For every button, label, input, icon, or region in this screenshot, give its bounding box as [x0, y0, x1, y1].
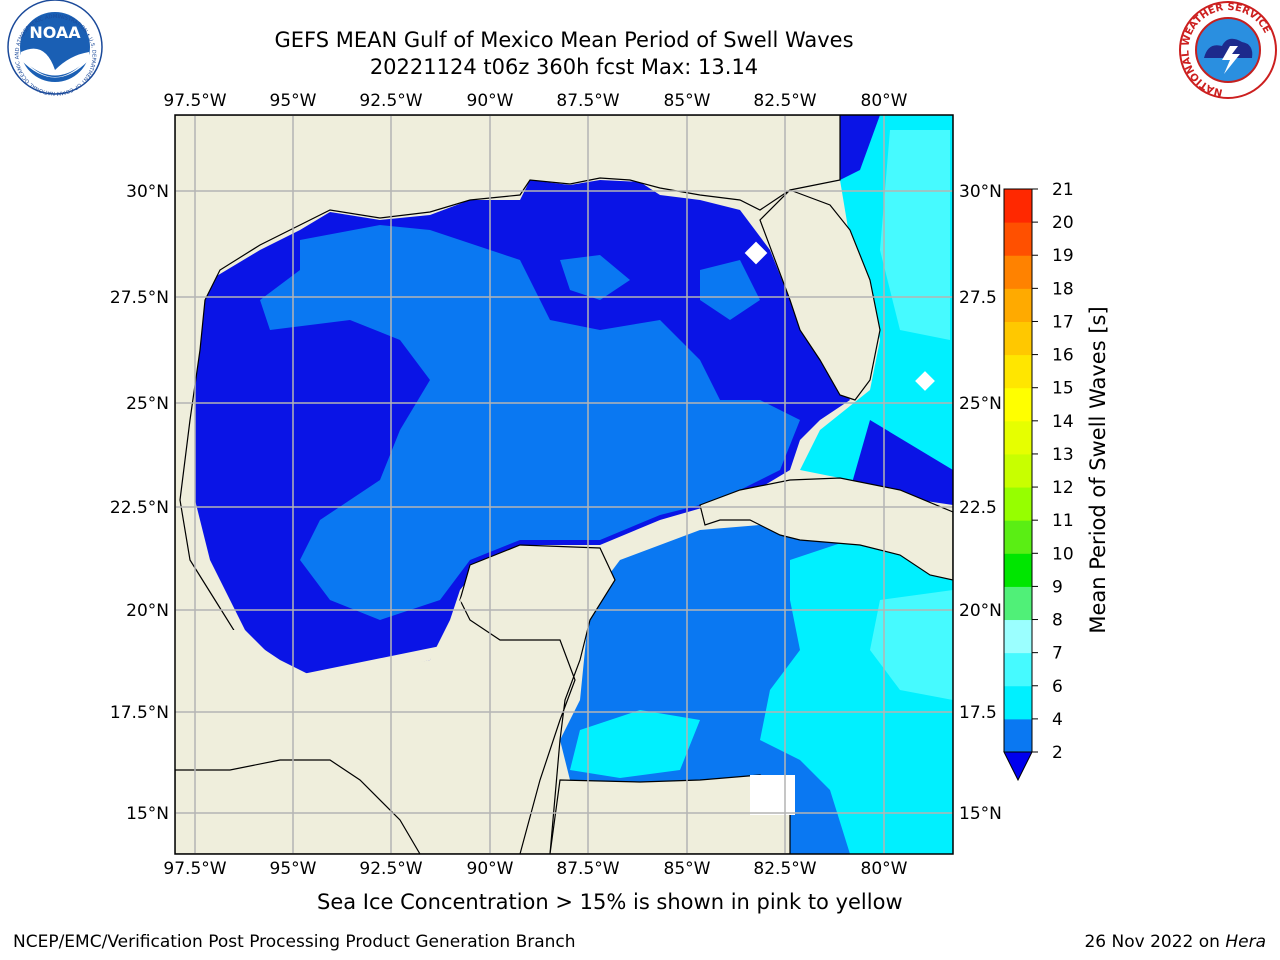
- colorbar-swatch: [1004, 189, 1032, 223]
- colorbar-swatch: [1004, 718, 1032, 753]
- lon-tick: 85°W: [664, 91, 711, 111]
- colorbar-tick-label: 18: [1052, 279, 1074, 299]
- lon-tick: 95°W: [270, 91, 317, 111]
- colorbar-tick-label: 20: [1052, 213, 1074, 233]
- lat-tick: 15°N: [959, 804, 1002, 824]
- colorbar-swatch: [1004, 553, 1032, 587]
- lat-tick: 30°N: [959, 182, 1002, 202]
- footer-date: 26 Nov 2022 on Hera: [1084, 932, 1266, 952]
- map-area: [175, 115, 953, 854]
- colorbar-swatch: [1004, 586, 1032, 621]
- colorbar-swatch: [1004, 619, 1032, 654]
- colorbar-tick-label: 15: [1052, 379, 1074, 399]
- lon-ticks-top: 97.5°W 95°W 92.5°W 90°W 87.5°W 85°W 82.5…: [163, 91, 907, 111]
- colorbar-tick-label: 14: [1052, 412, 1074, 432]
- lat-ticks-left: 30°N 27.5°N 25°N 22.5°N 20°N 17.5°N 15°N: [110, 182, 169, 824]
- lat-tick: 25°N: [126, 394, 169, 414]
- cuba: [699, 477, 953, 581]
- lon-tick: 95°W: [270, 859, 317, 879]
- colorbar-tick-label: 7: [1052, 644, 1063, 664]
- colorbar-tick-label: 2: [1052, 743, 1063, 763]
- lon-tick: 87.5°W: [556, 91, 619, 111]
- lat-tick: 15°N: [126, 804, 169, 824]
- colorbar-tick-label: 13: [1052, 445, 1074, 465]
- colorbar-tick-label: 12: [1052, 478, 1074, 498]
- lon-tick: 92.5°W: [359, 859, 422, 879]
- colorbar-swatch: [1004, 685, 1032, 720]
- colorbar-swatch: [1004, 487, 1032, 521]
- colorbar-swatch: [1004, 288, 1032, 322]
- lon-tick: 80°W: [861, 859, 908, 879]
- lon-tick: 85°W: [664, 859, 711, 879]
- footer-credit: NCEP/EMC/Verification Post Processing Pr…: [13, 932, 576, 952]
- colorbar-swatch: [1004, 354, 1032, 389]
- colorbar-tick-label: 11: [1052, 511, 1074, 531]
- map-title: GEFS MEAN Gulf of Mexico Mean Period of …: [274, 28, 854, 52]
- map-subtitle: 20221124 t06z 360h fcst Max: 13.14: [369, 55, 759, 79]
- lat-tick: 27.5°N: [110, 288, 169, 308]
- lon-ticks-bottom: 97.5°W 95°W 92.5°W 90°W 87.5°W 85°W 82.5…: [163, 859, 907, 879]
- lat-tick: 27.5: [959, 288, 997, 308]
- colorbar-tick-label: 16: [1052, 346, 1074, 366]
- colorbar-swatch: [1004, 321, 1032, 356]
- lon-tick: 97.5°W: [163, 91, 226, 111]
- colorbar-swatch: [1004, 453, 1032, 488]
- lon-tick: 97.5°W: [163, 859, 226, 879]
- noaa-logo: NOAA NATIONAL OCEANIC AND ATMOSPHERIC AD…: [0, 0, 103, 96]
- lon-tick: 92.5°W: [359, 91, 422, 111]
- lat-tick: 30°N: [126, 182, 169, 202]
- lon-tick: 80°W: [861, 91, 908, 111]
- footer-date-text: 26 Nov 2022 on: [1084, 932, 1226, 952]
- colorbar: 2 4 6 7 8 9 10 11 12 13 14 15 16 17 18 19 20 21: [1003, 180, 1074, 782]
- lon-tick: 90°W: [467, 859, 514, 879]
- lat-tick: 20°N: [959, 601, 1002, 621]
- lat-tick: 20°N: [126, 601, 169, 621]
- north-coast: [175, 115, 841, 641]
- colorbar-under-arrow: [1003, 751, 1033, 782]
- lat-tick: 25°N: [959, 394, 1002, 414]
- colorbar-swatch: [1004, 420, 1032, 455]
- lat-ticks-right: 30°N 27.5 25°N 22.5 20°N 17.5 15°N: [959, 182, 1002, 824]
- lon-tick: 82.5°W: [753, 859, 816, 879]
- colorbar-tick-label: 8: [1052, 611, 1063, 631]
- colorbar-swatch: [1004, 520, 1032, 554]
- lon-tick: 82.5°W: [753, 91, 816, 111]
- lat-tick: 22.5: [959, 498, 997, 518]
- florida-peninsula: [759, 189, 881, 401]
- map-frame: [174, 114, 954, 855]
- colorbar-swatch: [1004, 652, 1032, 687]
- colorbar-frame: [1003, 188, 1033, 752]
- noaa-logo-text: NOAA: [29, 23, 81, 42]
- colorbar-tick-label: 17: [1052, 312, 1074, 332]
- footer-host: Hera: [1225, 932, 1266, 952]
- colorbar-tick-label: 21: [1052, 180, 1074, 200]
- gulf-mid-swell: [260, 225, 800, 620]
- colorbar-swatch: [1004, 387, 1032, 422]
- nws-logo: NATIONAL WEATHER SERVICE: [1179, 1, 1277, 99]
- graticule: [175, 115, 953, 854]
- lon-tick: 90°W: [467, 91, 514, 111]
- lat-tick: 17.5: [959, 703, 997, 723]
- colorbar-tick-label: 10: [1052, 544, 1074, 564]
- lat-tick: 22.5°N: [110, 498, 169, 518]
- colorbar-tick-label: 9: [1052, 577, 1063, 597]
- colorbar-label: Mean Period of Swell Waves [s]: [1086, 306, 1110, 633]
- lon-tick: 87.5°W: [556, 859, 619, 879]
- colorbar-tick-label: 6: [1052, 677, 1063, 697]
- lat-tick: 17.5°N: [110, 703, 169, 723]
- colorbar-tick-label: 4: [1052, 710, 1063, 730]
- colorbar-swatch: [1004, 255, 1032, 289]
- colorbar-tick-label: 19: [1052, 246, 1074, 266]
- colorbar-swatch: [1004, 222, 1032, 256]
